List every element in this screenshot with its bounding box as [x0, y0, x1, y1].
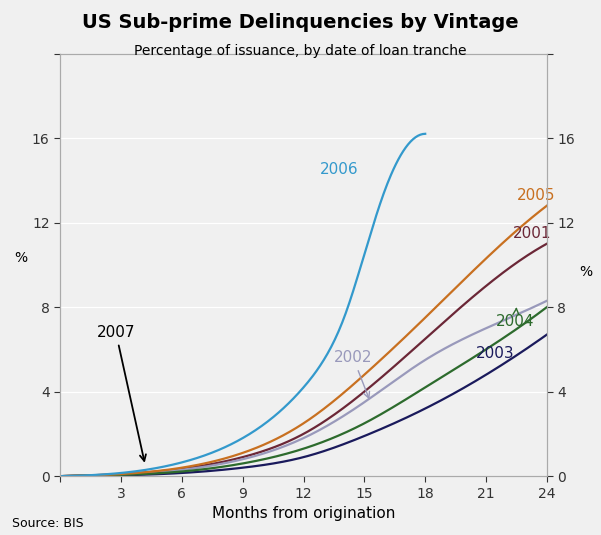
- Text: 2005: 2005: [516, 188, 555, 203]
- Text: 2006: 2006: [320, 162, 358, 177]
- Text: 2002: 2002: [334, 350, 373, 398]
- Y-axis label: %: %: [14, 251, 28, 265]
- Text: 2007: 2007: [97, 325, 146, 461]
- Y-axis label: %: %: [579, 265, 593, 279]
- Text: Percentage of issuance, by date of loan tranche: Percentage of issuance, by date of loan …: [134, 44, 467, 58]
- Text: US Sub-prime Delinquencies by Vintage: US Sub-prime Delinquencies by Vintage: [82, 13, 519, 33]
- Text: 2003: 2003: [476, 346, 514, 361]
- Text: 2004: 2004: [496, 308, 535, 330]
- Text: Source: BIS: Source: BIS: [12, 517, 84, 530]
- X-axis label: Months from origination: Months from origination: [212, 506, 395, 521]
- Text: 2001: 2001: [513, 226, 551, 241]
